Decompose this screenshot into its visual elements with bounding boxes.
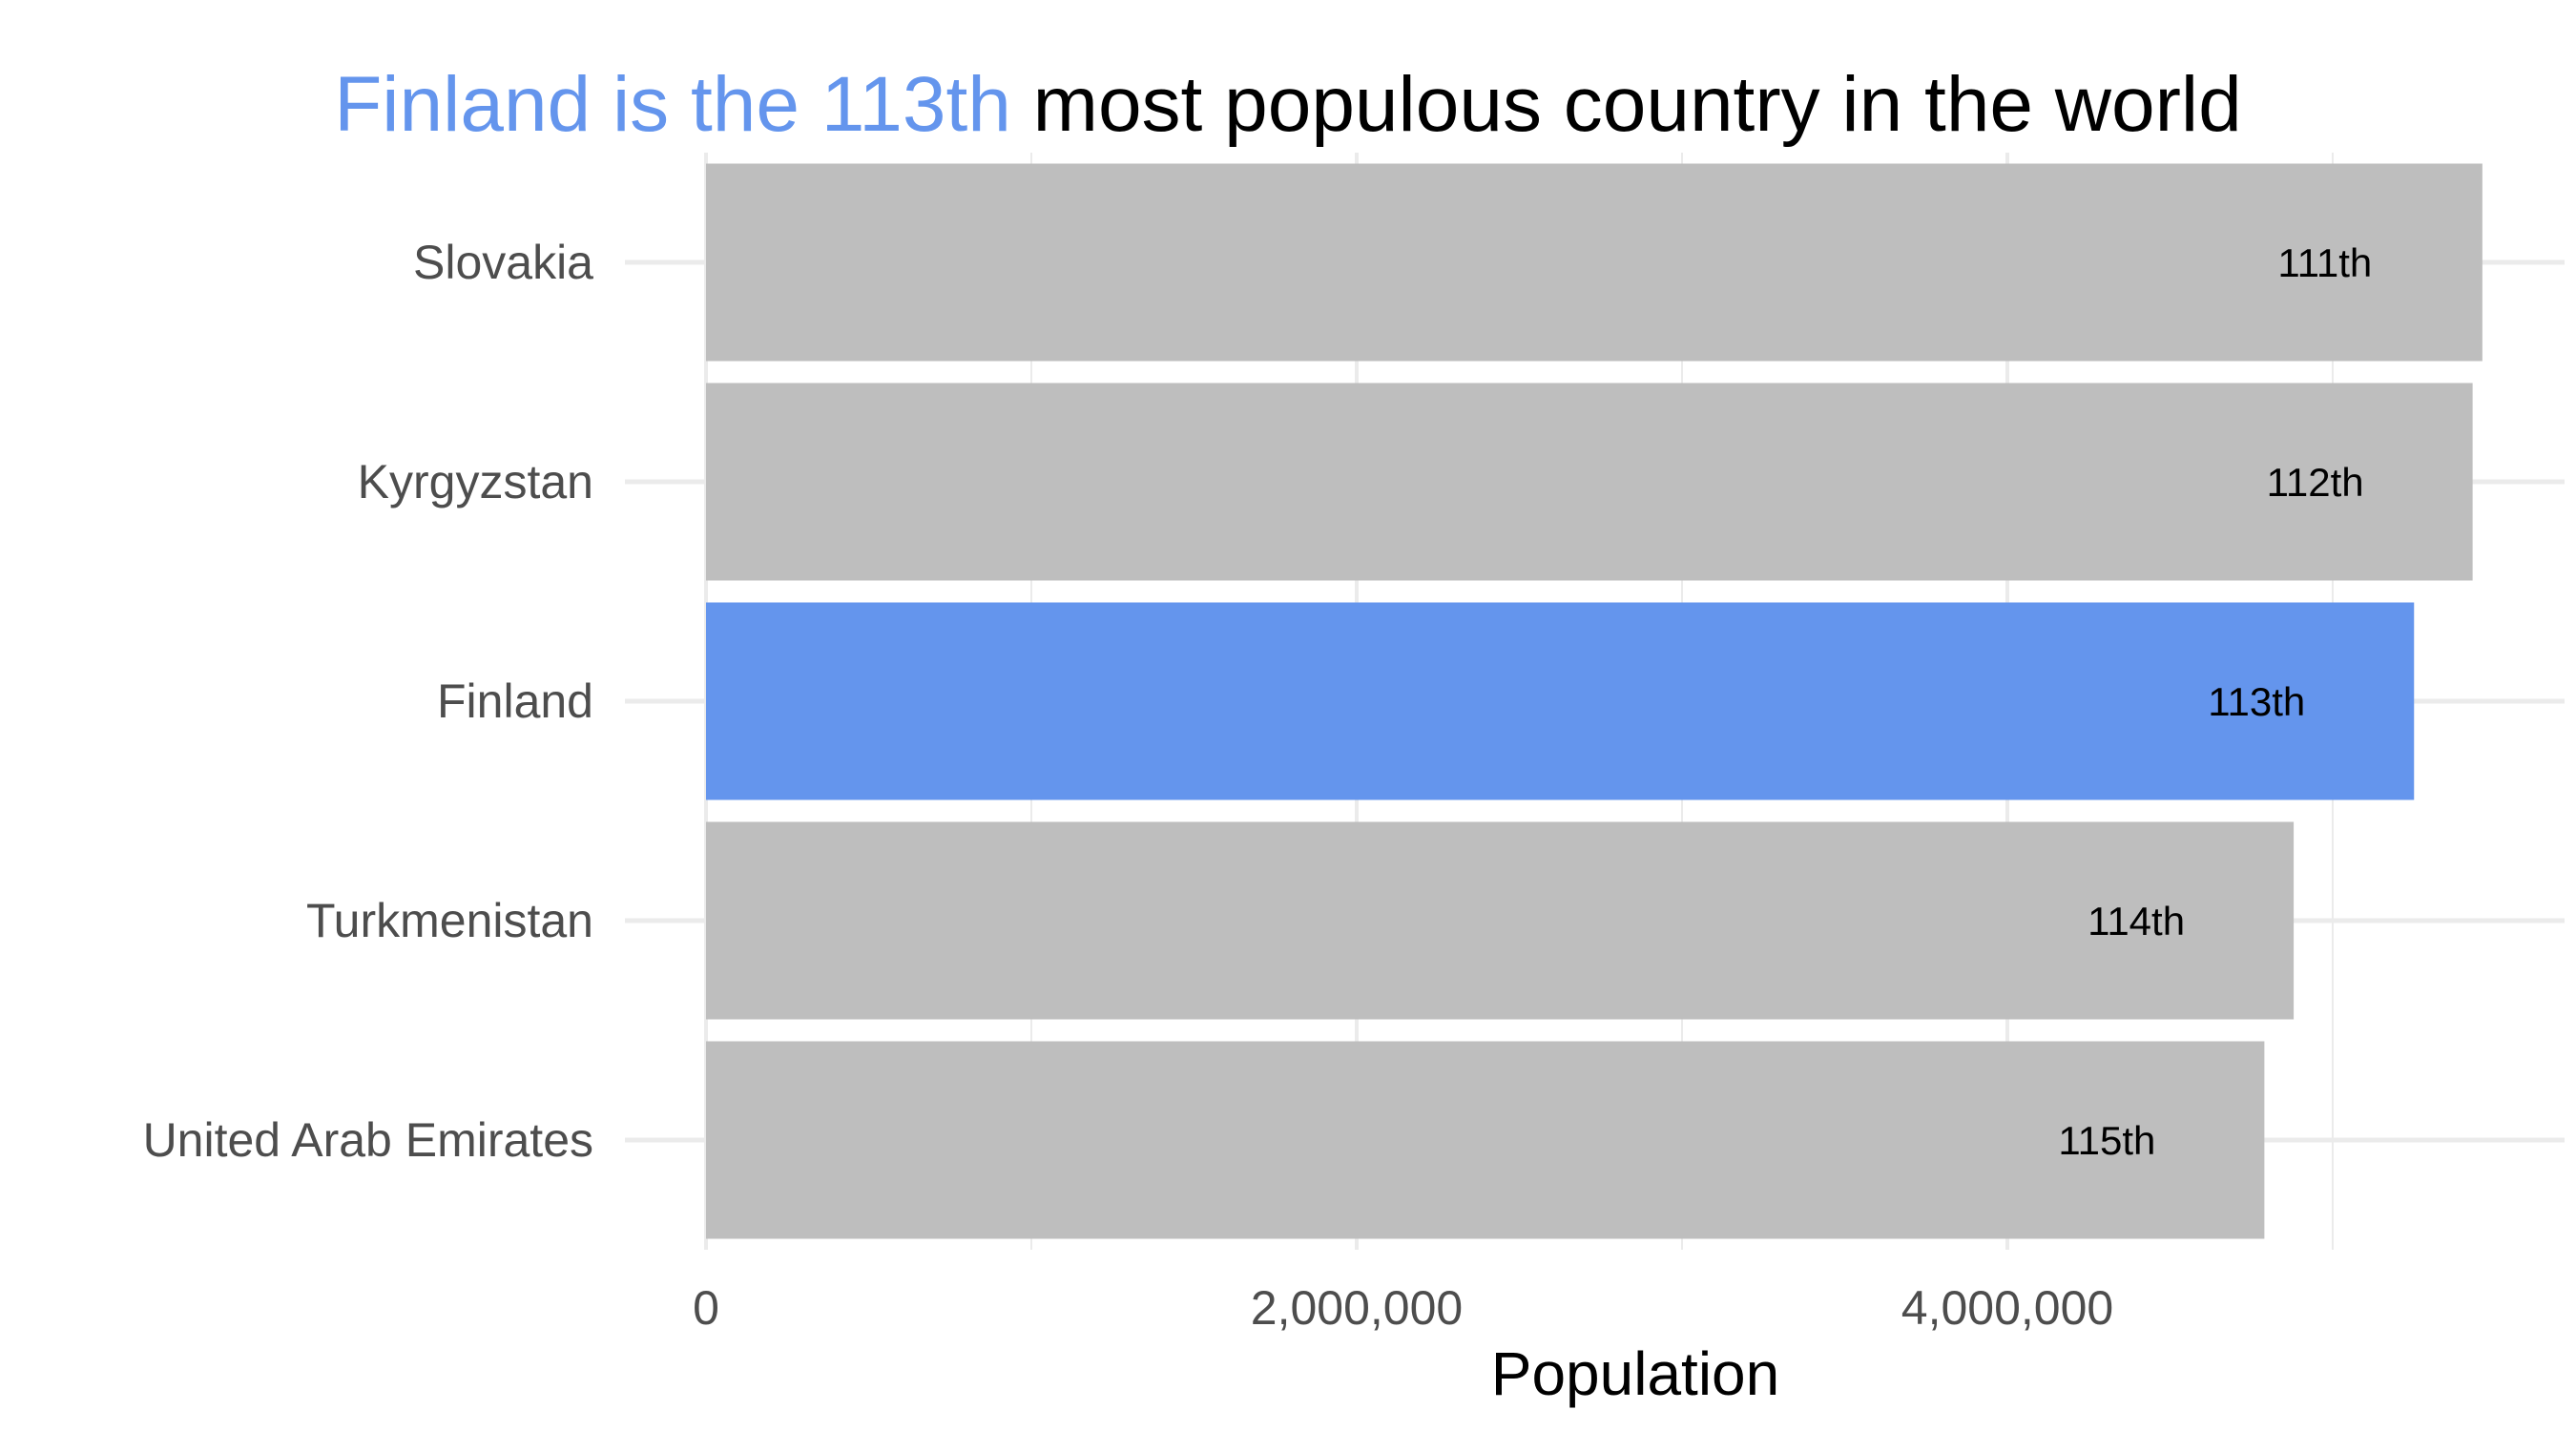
x-tick-label: 2,000,000: [1251, 1281, 1463, 1335]
x-tick-label: 0: [693, 1281, 719, 1335]
bar-kyrgyzstan: [706, 383, 2473, 581]
bar-label: 113th: [2208, 679, 2305, 724]
y-tick-label: Finland: [437, 674, 593, 728]
bar-united-arab-emirates: [706, 1041, 2265, 1239]
bar-label: 115th: [2058, 1118, 2155, 1163]
x-axis-title: Population: [1491, 1339, 1779, 1408]
bar-label: 111th: [2277, 240, 2372, 285]
chart-title: Finland is the 113th most populous count…: [0, 52, 2576, 157]
y-tick-label: Turkmenistan: [306, 894, 593, 947]
bar-label: 112th: [2267, 460, 2364, 505]
chart-title-rest: most populous country in the world: [1032, 61, 2242, 148]
bar-slovakia: [706, 163, 2483, 362]
y-tick-label: Slovakia: [413, 236, 593, 289]
bar-label: 114th: [2088, 899, 2185, 944]
chart-title-highlight: Finland is the 113th: [334, 61, 1011, 148]
y-tick-label: United Arab Emirates: [143, 1113, 593, 1167]
x-tick-label: 4,000,000: [1901, 1281, 2113, 1335]
bar-turkmenistan: [706, 821, 2295, 1020]
bar-finland: [706, 602, 2415, 800]
y-tick-label: Kyrgyzstan: [358, 455, 593, 508]
